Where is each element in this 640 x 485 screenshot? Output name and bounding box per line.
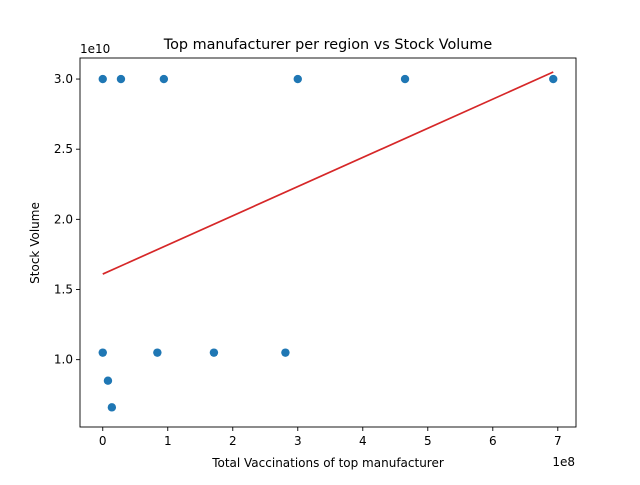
plot-area xyxy=(79,57,577,428)
y-tick-label: 1.0 xyxy=(54,353,73,367)
x-axis: 0 1 2 3 4 5 6 7 xyxy=(99,427,562,448)
scatter-point xyxy=(159,74,169,84)
y-tick-label: 2.0 xyxy=(54,212,73,226)
scatter-point xyxy=(281,348,290,357)
x-tick-label: 7 xyxy=(554,434,562,448)
scatter-point xyxy=(98,348,107,357)
scatter-point xyxy=(209,348,219,357)
y-axis: 1.0 1.5 2.0 2.5 3.0 xyxy=(54,72,80,367)
scatter-point xyxy=(107,403,117,412)
x-tick-label: 4 xyxy=(359,434,367,448)
scatter-point xyxy=(103,376,113,385)
scatter-point xyxy=(400,74,410,84)
x-tick-label: 3 xyxy=(294,434,302,448)
scatter-point xyxy=(549,74,558,84)
x-tick-label: 6 xyxy=(489,434,497,448)
x-axis-label: Total Vaccinations of top manufacturer xyxy=(211,456,444,470)
x-tick-label: 1 xyxy=(164,434,172,448)
axes-frame xyxy=(79,57,577,428)
y-tick-label: 3.0 xyxy=(54,72,73,86)
x-tick-label: 0 xyxy=(99,434,107,448)
x-tick-label: 2 xyxy=(229,434,237,448)
y-axis-label: Stock Volume xyxy=(28,202,42,284)
trend-line xyxy=(102,71,554,275)
y-tick-label: 2.5 xyxy=(54,142,73,156)
y-offset-label: 1e10 xyxy=(80,42,110,56)
scatter-point xyxy=(293,74,302,84)
scatter-point xyxy=(153,348,162,357)
y-tick-label: 1.5 xyxy=(54,283,73,297)
x-tick-label: 5 xyxy=(424,434,432,448)
x-offset-label: 1e8 xyxy=(552,455,575,469)
scatter-point xyxy=(98,74,107,84)
chart-title: Top manufacturer per region vs Stock Vol… xyxy=(163,37,493,53)
scatter-point xyxy=(116,74,126,84)
